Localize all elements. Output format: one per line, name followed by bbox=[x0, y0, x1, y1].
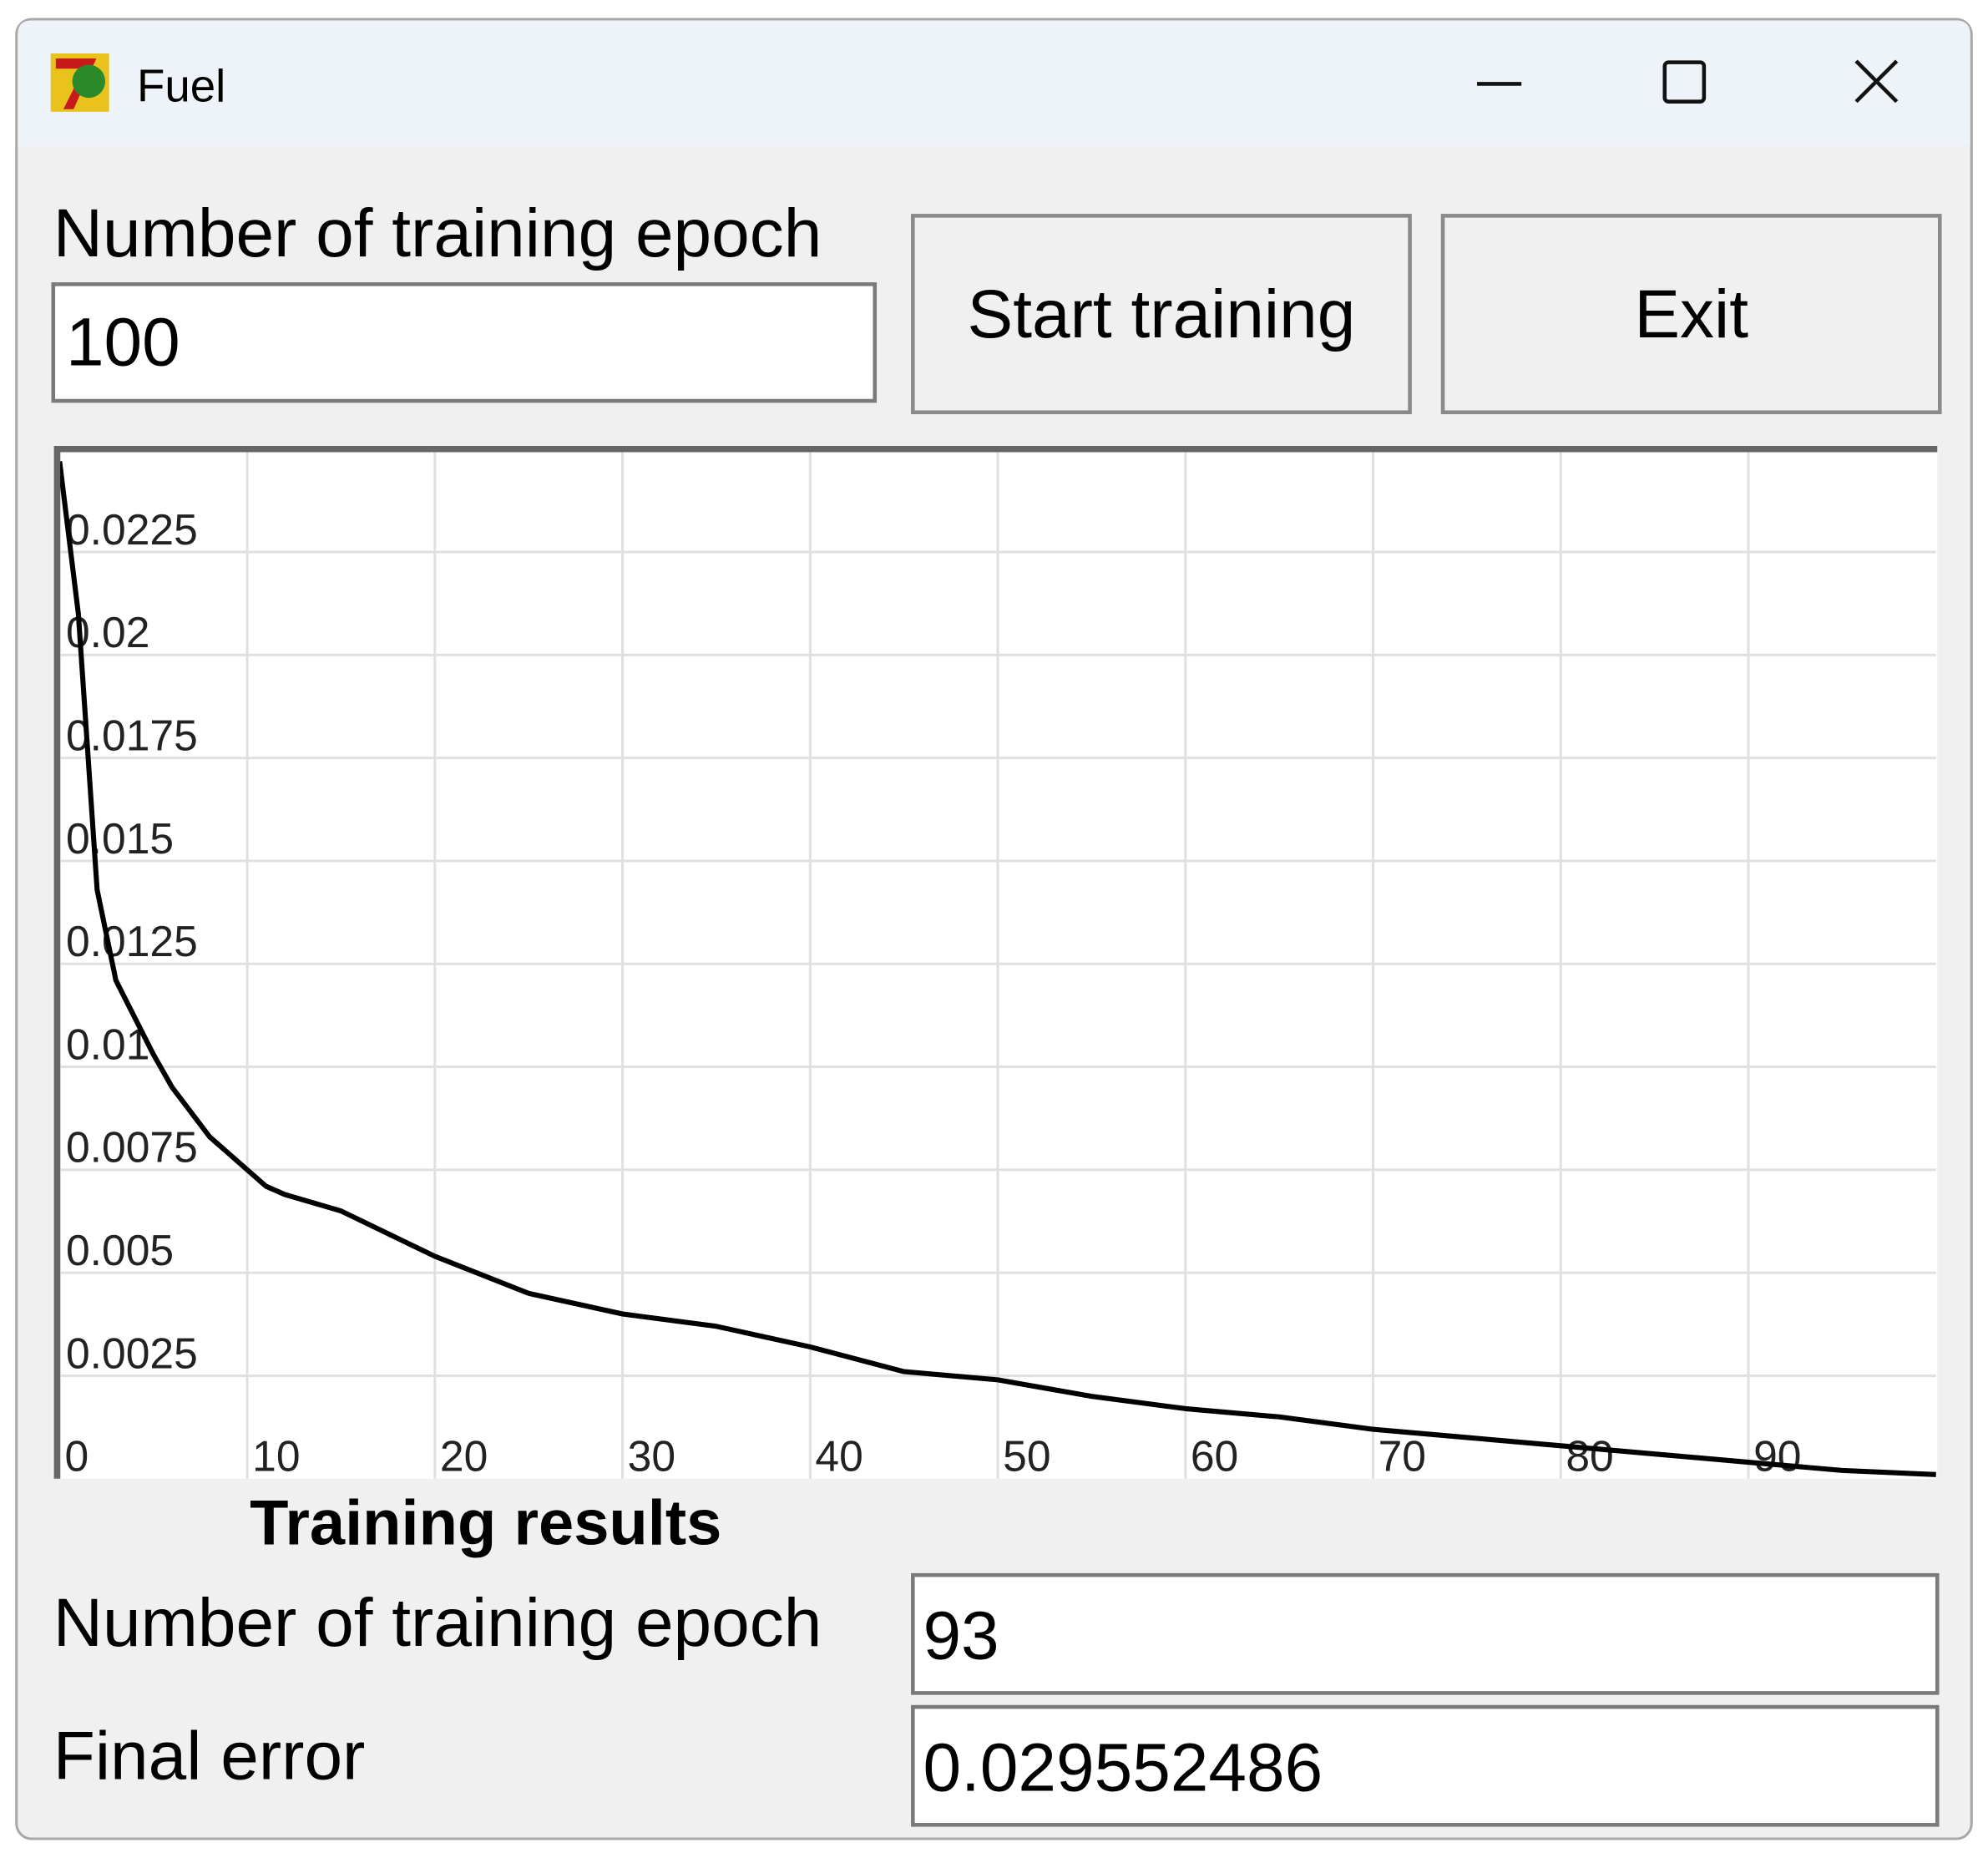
start-button-label: Start training bbox=[968, 276, 1356, 352]
x-tick-label: 0 bbox=[64, 1432, 89, 1481]
y-tick-label: 0.0075 bbox=[66, 1123, 198, 1172]
final-error-field[interactable] bbox=[911, 1704, 1940, 1827]
x-tick-label: 50 bbox=[1003, 1432, 1050, 1481]
final-error-value: 0.029552486 bbox=[923, 1729, 1323, 1805]
final-error-label: Final error bbox=[53, 1719, 366, 1795]
y-tick-label: 0.0225 bbox=[66, 505, 198, 554]
results-title: Training results bbox=[250, 1488, 721, 1559]
x-tick-label: 80 bbox=[1566, 1432, 1613, 1481]
x-tick-label: 10 bbox=[252, 1432, 300, 1481]
x-tick-label: 40 bbox=[815, 1432, 862, 1481]
error-line bbox=[57, 461, 1936, 1477]
y-tick-label: 0.01 bbox=[66, 1020, 149, 1068]
exit-button[interactable] bbox=[1440, 214, 1942, 414]
y-tick-label: 0.015 bbox=[66, 814, 174, 863]
maximize-button[interactable] bbox=[1662, 60, 1707, 104]
exit-button-label: Exit bbox=[1634, 276, 1748, 352]
x-tick-label: 20 bbox=[440, 1432, 488, 1481]
title-bar bbox=[18, 20, 1970, 146]
results-epochs-value: 93 bbox=[923, 1597, 999, 1673]
x-tick-label: 60 bbox=[1191, 1432, 1238, 1481]
results-epochs-field[interactable] bbox=[911, 1572, 1940, 1695]
y-tick-label: 0.005 bbox=[66, 1226, 174, 1274]
x-tick-label: 30 bbox=[628, 1432, 675, 1481]
y-tick-label: 0.0125 bbox=[66, 917, 198, 965]
close-button[interactable] bbox=[1854, 59, 1899, 104]
epochs-label: Number of training epoch bbox=[53, 195, 822, 271]
results-epochs-label: Number of training epoch bbox=[53, 1585, 822, 1661]
plot-border bbox=[53, 445, 1938, 1479]
chart: 0.00250.0050.00750.010.01250.0150.01750.… bbox=[57, 448, 1936, 1481]
epochs-input[interactable] bbox=[51, 282, 878, 403]
y-tick-label: 0.0025 bbox=[66, 1329, 198, 1377]
start-button[interactable] bbox=[911, 214, 1412, 414]
window-title: Fuel bbox=[137, 61, 225, 112]
x-tick-label: 70 bbox=[1378, 1432, 1426, 1481]
x-tick-label: 90 bbox=[1753, 1432, 1801, 1481]
epochs-input-text: 100 bbox=[66, 305, 180, 381]
app-icon bbox=[50, 53, 109, 112]
